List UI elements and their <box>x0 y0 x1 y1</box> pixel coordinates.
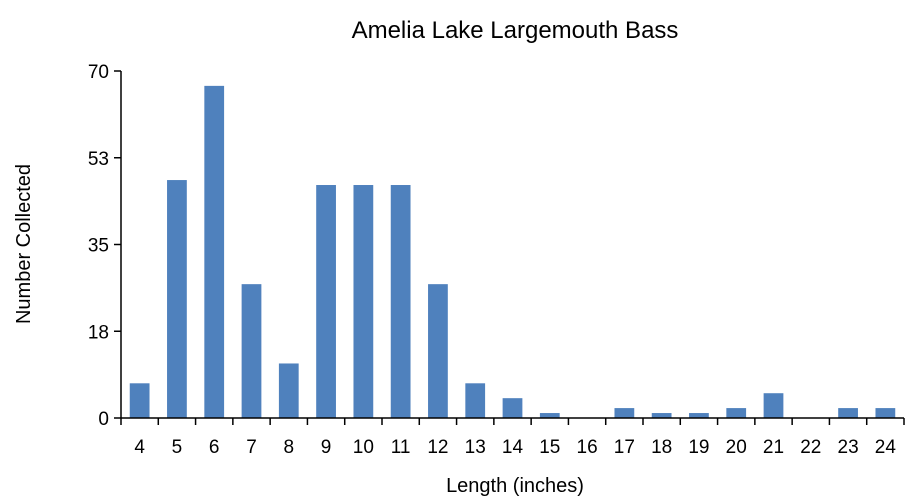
bar-18 <box>651 413 672 418</box>
x-tick-label: 5 <box>172 437 183 458</box>
x-tick-label: 15 <box>539 437 560 458</box>
y-tick-label: 18 <box>88 322 109 343</box>
bar-23 <box>838 408 858 418</box>
x-tick-label: 10 <box>353 437 374 458</box>
x-tick-label: 24 <box>875 437 897 458</box>
x-axis: 4 5 6 7 8 9 10 11 12 13 14 15 16 17 18 19 20 21 22 23 24 <box>120 418 905 458</box>
x-tick-label: 4 <box>134 437 145 458</box>
bar-8 <box>278 363 299 418</box>
x-tick-label: 12 <box>427 437 448 458</box>
bar-12 <box>428 284 448 418</box>
y-tick-label: 0 <box>98 409 109 430</box>
bar-9 <box>316 185 336 418</box>
x-tick-label: 20 <box>726 437 747 458</box>
y-axis-label: Number Collected <box>13 164 35 324</box>
chart-title: Amelia Lake Largemouth Bass <box>352 17 679 44</box>
x-tick-label: 11 <box>391 437 411 458</box>
bar-10 <box>353 185 374 418</box>
y-tick-label: 53 <box>88 149 109 170</box>
x-tick-label: 6 <box>209 437 220 458</box>
bar-15 <box>539 413 560 418</box>
bar-6 <box>204 85 225 418</box>
x-axis-label: Length (inches) <box>446 475 584 497</box>
bar-5 <box>167 180 187 418</box>
bar-24 <box>875 408 896 418</box>
x-tick-label: 9 <box>321 437 332 458</box>
x-tick-label: 13 <box>465 437 486 458</box>
x-tick-label: 16 <box>577 437 598 458</box>
x-tick-label: 19 <box>688 437 709 458</box>
bar-20 <box>726 408 747 418</box>
x-tick-label: 8 <box>283 437 294 458</box>
bar-14 <box>502 398 523 418</box>
bars-group <box>129 85 896 418</box>
bar-19 <box>689 413 709 418</box>
bar-17 <box>614 408 635 418</box>
y-tick-label: 35 <box>88 236 109 257</box>
y-axis: 0 18 35 53 70 <box>88 62 121 430</box>
x-tick-label: 14 <box>502 437 524 458</box>
x-tick-label: 23 <box>838 437 859 458</box>
bar-13 <box>465 383 486 418</box>
bar-7 <box>241 284 262 418</box>
x-tick-label: 17 <box>614 437 635 458</box>
x-tick-label: 21 <box>763 437 784 458</box>
y-tick-label: 70 <box>88 62 109 83</box>
bar-21 <box>763 393 784 418</box>
x-tick-label: 7 <box>246 437 257 458</box>
bar-11 <box>390 185 411 418</box>
bar-4 <box>129 383 150 418</box>
x-tick-label: 18 <box>651 437 672 458</box>
x-tick-label: 22 <box>800 437 821 458</box>
